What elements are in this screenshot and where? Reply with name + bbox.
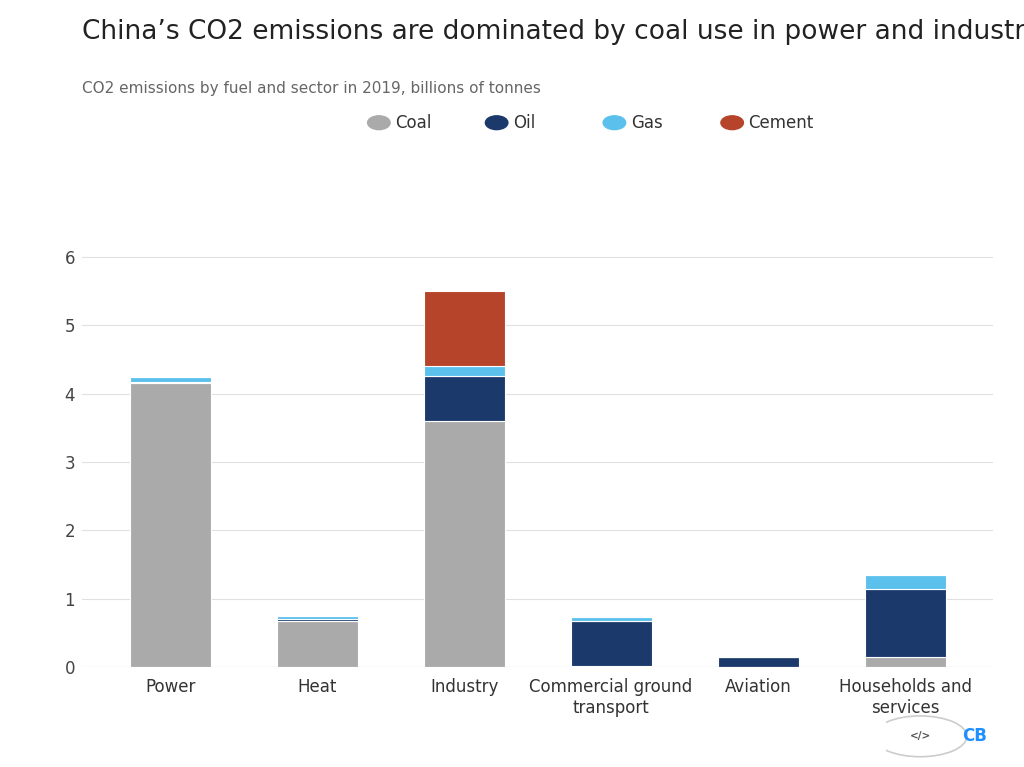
Bar	[276, 616, 357, 619]
Text: CO2 emissions by fuel and sector in 2019, billions of tonnes: CO2 emissions by fuel and sector in 2019…	[82, 81, 541, 96]
Bar	[718, 657, 799, 667]
Text: Gas: Gas	[631, 114, 663, 132]
Bar	[570, 621, 651, 666]
Text: China’s CO2 emissions are dominated by coal use in power and industry: China’s CO2 emissions are dominated by c…	[82, 19, 1024, 45]
Bar	[276, 621, 357, 667]
Text: CB: CB	[962, 727, 987, 746]
Text: </>: </>	[909, 731, 931, 742]
Bar	[130, 377, 211, 382]
Bar	[424, 291, 505, 366]
Bar	[276, 619, 357, 621]
Bar	[864, 657, 945, 667]
Bar	[130, 384, 211, 667]
Bar	[130, 382, 211, 384]
Bar	[424, 421, 505, 667]
Text: Oil: Oil	[513, 114, 536, 132]
Text: Coal: Coal	[395, 114, 432, 132]
Bar	[570, 617, 651, 621]
Circle shape	[873, 716, 967, 757]
Bar	[424, 366, 505, 377]
Bar	[424, 377, 505, 421]
Bar	[864, 588, 945, 657]
Bar	[570, 666, 651, 667]
Bar	[864, 575, 945, 588]
Text: Cement: Cement	[749, 114, 814, 132]
